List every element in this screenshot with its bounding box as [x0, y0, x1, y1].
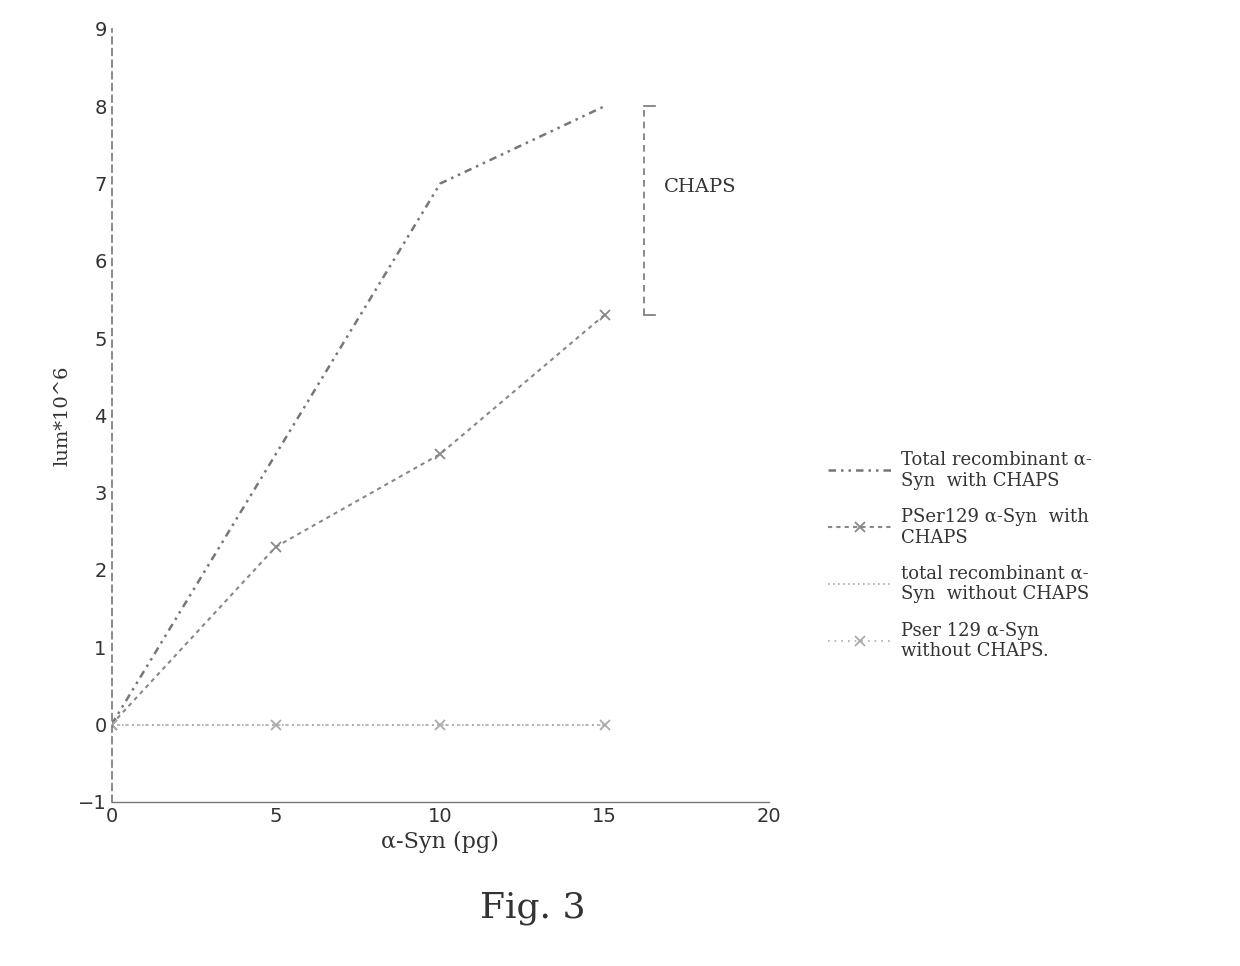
total recombinant α-
Syn  without CHAPS: [598, 719, 613, 730]
PSer129 α-Syn  with
CHAPS: [104, 719, 119, 730]
Total recombinant α-
Syn  with CHAPS: [104, 719, 119, 730]
Y-axis label: lum*10^6: lum*10^6: [53, 365, 71, 466]
Legend: Total recombinant α-
Syn  with CHAPS, PSer129 α-Syn  with
CHAPS, total recombina: Total recombinant α- Syn with CHAPS, PSe…: [821, 443, 1099, 668]
Total recombinant α-
Syn  with CHAPS: [268, 448, 283, 460]
Line: Pser 129 α-Syn
without CHAPS.: Pser 129 α-Syn without CHAPS.: [107, 720, 609, 729]
Line: PSer129 α-Syn  with
CHAPS: PSer129 α-Syn with CHAPS: [107, 310, 609, 729]
PSer129 α-Syn  with
CHAPS: [598, 309, 613, 321]
Total recombinant α-
Syn  with CHAPS: [433, 178, 448, 189]
Text: Fig. 3: Fig. 3: [480, 891, 587, 925]
X-axis label: α-Syn (pg): α-Syn (pg): [381, 831, 500, 853]
Text: CHAPS: CHAPS: [663, 179, 737, 196]
total recombinant α-
Syn  without CHAPS: [104, 719, 119, 730]
Total recombinant α-
Syn  with CHAPS: [598, 100, 613, 112]
Pser 129 α-Syn
without CHAPS.: [268, 719, 283, 730]
Pser 129 α-Syn
without CHAPS.: [433, 719, 448, 730]
Line: Total recombinant α-
Syn  with CHAPS: Total recombinant α- Syn with CHAPS: [112, 106, 605, 724]
Pser 129 α-Syn
without CHAPS.: [598, 719, 613, 730]
Pser 129 α-Syn
without CHAPS.: [104, 719, 119, 730]
total recombinant α-
Syn  without CHAPS: [433, 719, 448, 730]
PSer129 α-Syn  with
CHAPS: [268, 541, 283, 553]
total recombinant α-
Syn  without CHAPS: [268, 719, 283, 730]
PSer129 α-Syn  with
CHAPS: [433, 448, 448, 460]
